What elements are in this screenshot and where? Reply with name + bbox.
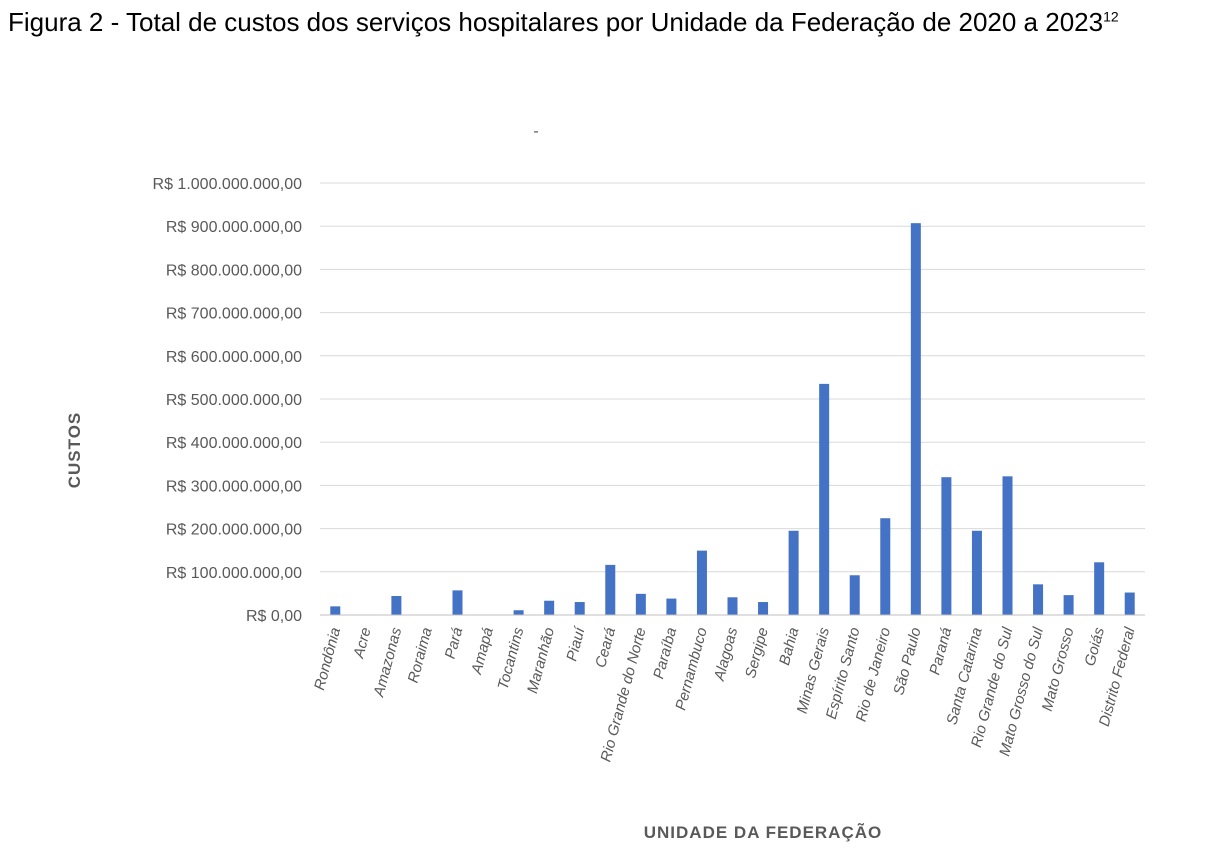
x-tick-label: Amazonas [370,625,405,699]
bar [330,606,341,615]
bar [1002,476,1013,615]
y-tick-label: R$ 600.000.000,00 [166,349,302,366]
x-tick-label: Piauí [563,624,589,663]
bar [635,593,646,615]
x-tick-label: Ceará [592,626,619,670]
bar [544,600,555,615]
bar [1063,595,1074,615]
bar [910,223,921,615]
bar [1124,592,1135,615]
bar [727,597,738,615]
x-tick-label: Maranhão [524,626,558,696]
bar [971,530,982,615]
x-tick-label: Tocantins [495,625,528,691]
y-tick-label: R$ 100.000.000,00 [166,565,302,582]
y-tick-label: R$ 500.000.000,00 [166,392,302,409]
y-tick-label: R$ 900.000.000,00 [166,219,302,236]
bar [849,575,860,615]
bar [605,564,616,615]
bar [880,518,891,615]
bar [666,598,677,615]
x-tick-label: Roraima [405,626,436,685]
x-tick-label: Paraná [926,626,955,677]
bar [574,602,585,615]
y-tick-label: R$ 200.000.000,00 [166,522,302,539]
y-axis-ticks: R$ 0,00 R$ 100.000.000,00 R$ 200.000.000,0… [153,176,303,625]
bar [788,530,799,615]
x-tick-label: Amapá [468,626,497,677]
bar [1094,562,1105,615]
y-tick-label: R$ 1.000.000.000,00 [153,176,303,193]
bar [819,383,830,615]
gridlines [320,182,1145,573]
figure-caption-footnote: 12 [1103,8,1119,25]
bar [391,595,402,615]
x-tick-label: Pará [442,626,467,661]
y-tick-label: R$ 700.000.000,00 [166,306,302,323]
bar [758,602,769,615]
x-tick-label: Acre [350,626,375,661]
y-tick-label: R$ 300.000.000,00 [166,478,302,495]
y-tick-label: R$ 0,00 [246,608,302,625]
x-tick-label: Goiás [1081,625,1108,668]
bars [330,223,1135,615]
bar [696,550,707,615]
figure-caption: Figura 2 - Total de custos dos serviços … [8,4,1213,40]
x-tick-label: Rondônia [311,626,344,692]
y-axis-title: CUSTOS [65,412,84,489]
y-tick-label: R$ 800.000.000,00 [166,262,302,279]
x-tick-label: Sergipe [742,626,772,680]
x-tick-label: Bahia [776,626,802,667]
bar [941,477,952,615]
x-axis-title: UNIDADE DA FEDERAÇÃO [644,822,883,842]
bar [1033,584,1044,615]
bar [513,610,524,615]
bar [452,590,463,615]
chart-title-mark: - [533,123,538,140]
y-tick-label: R$ 400.000.000,00 [166,435,302,452]
x-tick-label: Pernambuco [672,626,710,713]
x-tick-label: São Paulo [890,626,924,697]
x-tick-label: Paraíba [650,626,680,681]
x-tick-label: Alagoas [711,625,742,683]
figure-caption-text: Figura 2 - Total de custos dos serviços … [8,7,1104,37]
x-tick-label: Mato Grosso [1039,626,1078,713]
